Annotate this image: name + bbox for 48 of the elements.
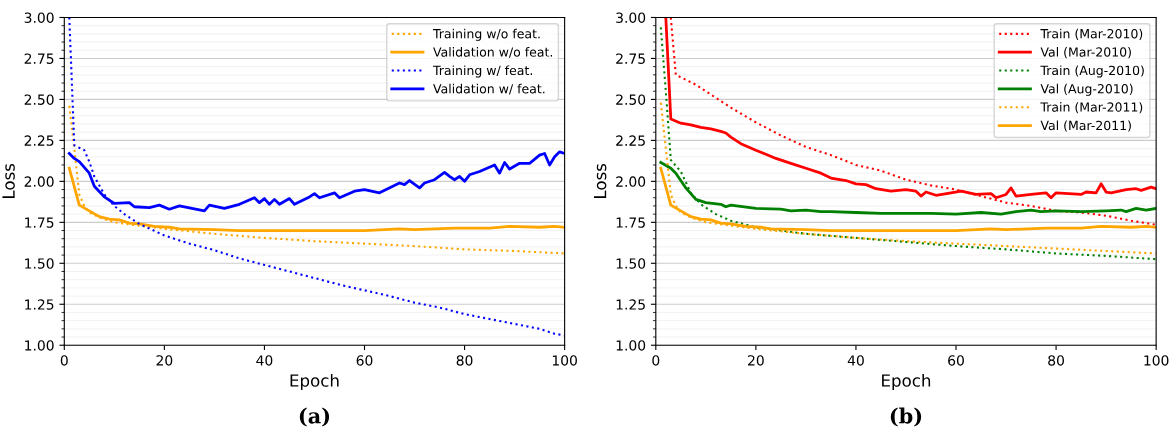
legend-label: Train (Mar-2010)	[1040, 28, 1143, 40]
y-axis-title: Loss	[2, 163, 15, 198]
legend-label: Val (Aug-2010)	[1040, 83, 1133, 96]
x-tick-label: 40	[847, 355, 864, 366]
y-tick-label: 1.00	[616, 340, 646, 351]
y-tick-label: 2.00	[616, 176, 646, 187]
y-tick-label: 3.00	[616, 12, 646, 23]
legend-label: Training w/ feat.	[432, 65, 532, 78]
y-tick-label: 2.75	[616, 53, 645, 64]
legend-label: Train (Mar-2011)	[1040, 102, 1143, 114]
x-tick-label: 80	[456, 355, 473, 366]
x-tick-label: 100	[1144, 355, 1169, 366]
x-tick-label: 80	[1048, 355, 1064, 366]
legend-label: Val (Mar-2011)	[1040, 120, 1131, 132]
legend-label: Val (Mar-2010)	[1040, 47, 1131, 59]
y-axis-title: Loss	[593, 163, 607, 198]
y-tick-label: 2.25	[24, 135, 54, 146]
text: (b)	[890, 407, 922, 427]
y-tick-label: 1.25	[25, 299, 54, 310]
y-tick-label: 1.00	[25, 340, 54, 351]
y-tick-label: 2.25	[616, 135, 645, 146]
x-tick-label: 100	[552, 355, 577, 366]
x-tick-label: 0	[60, 355, 68, 366]
x-tick-label: 20	[156, 355, 173, 366]
x-tick-label: 20	[748, 355, 764, 366]
x-tick-label: 60	[948, 355, 964, 366]
x-tick-label: 0	[652, 355, 660, 366]
x-axis-title: Epoch	[290, 373, 339, 391]
y-tick-label: 2.75	[24, 53, 54, 64]
legend-label: Training w/o feat.	[432, 28, 540, 41]
line-series	[68, 104, 565, 255]
y-tick-label: 1.75	[25, 217, 54, 228]
y-tick-label: 1.75	[616, 217, 645, 228]
y-tick-label: 1.50	[616, 258, 646, 269]
y-tick-label: 2.00	[24, 176, 54, 187]
x-tick-label: 40	[256, 355, 273, 366]
x-tick-label: 60	[356, 355, 373, 366]
line-series	[659, 26, 1157, 261]
x-axis-title: Epoch	[882, 373, 931, 391]
y-tick-label: 2.50	[24, 94, 54, 105]
y-tick-label: 2.50	[616, 94, 646, 105]
y-tick-label: 1.25	[616, 299, 645, 310]
legend-label: Validation w/o feat.	[433, 47, 553, 58]
legend-label: Train (Aug-2010)	[1040, 65, 1144, 78]
legend-label: Validation w/ feat.	[433, 83, 545, 95]
text: (a)	[299, 407, 330, 427]
y-tick-label: 1.50	[25, 258, 54, 269]
y-tick-label: 3.00	[24, 12, 54, 23]
